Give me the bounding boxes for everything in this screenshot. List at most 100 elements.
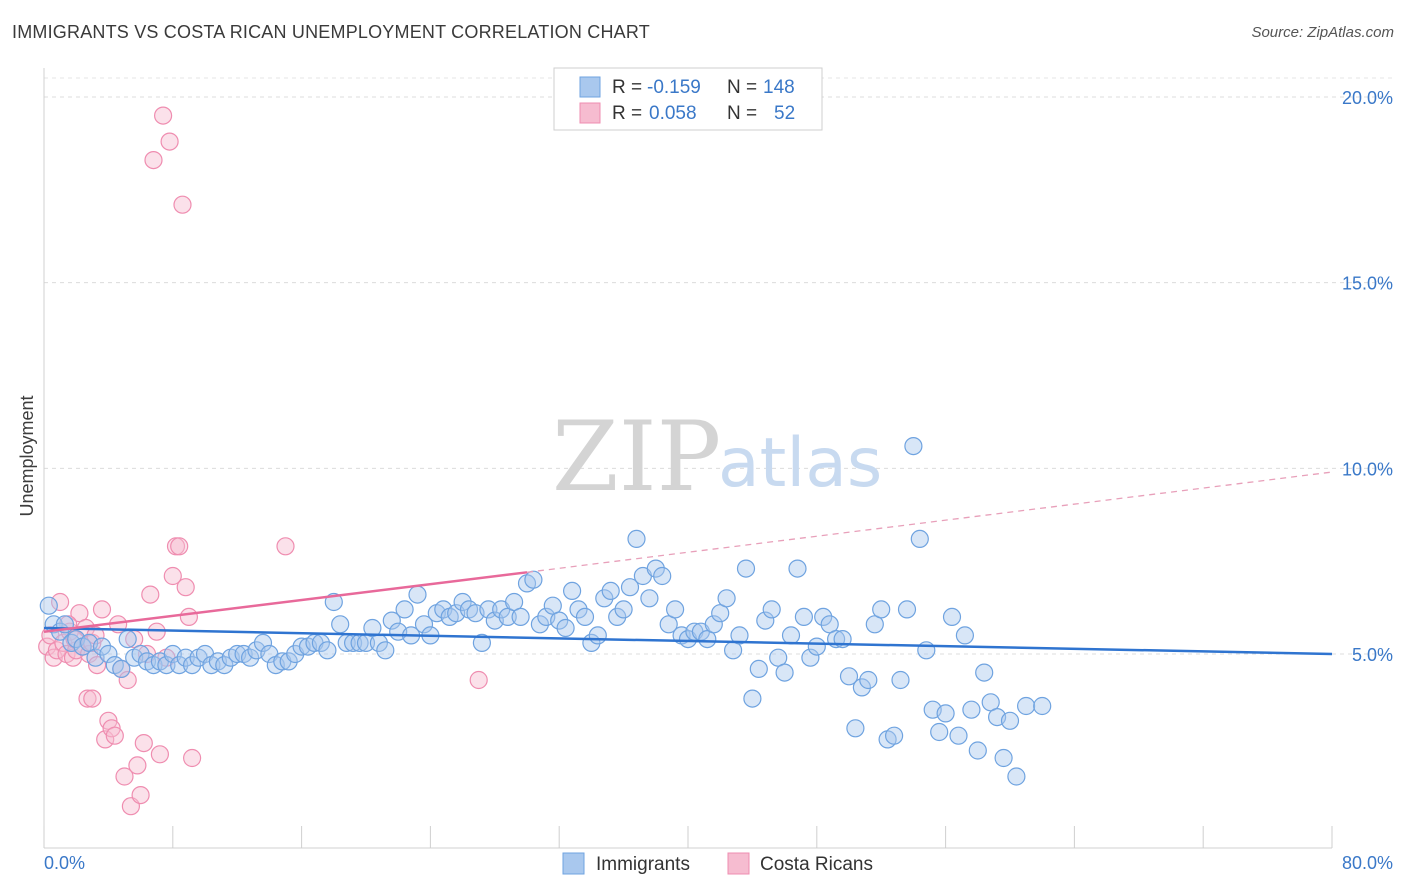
costa-ricans-point xyxy=(131,785,150,805)
immigrants-point xyxy=(962,700,981,719)
immigrants-point xyxy=(601,581,620,601)
immigrants-point xyxy=(157,655,176,675)
immigrants-point xyxy=(170,655,189,675)
immigrants-point xyxy=(414,615,434,634)
immigrants-point xyxy=(917,641,936,660)
costa-ricans-point xyxy=(115,767,134,786)
immigrants-point xyxy=(215,655,234,675)
costa-ricans-point xyxy=(154,106,173,125)
immigrants-point xyxy=(852,678,872,697)
costa-ricans-trend-line xyxy=(43,571,528,633)
immigrants-point xyxy=(614,600,633,619)
immigrants-point xyxy=(363,618,382,638)
immigrants-point xyxy=(504,592,524,612)
immigrants-point xyxy=(1033,696,1052,716)
costa-ricans-point xyxy=(147,622,166,641)
x-tick-label-min: 0.0% xyxy=(44,853,85,873)
y-tick-label: 10.0% xyxy=(1342,459,1393,479)
immigrants-point xyxy=(569,600,588,619)
immigrants-point xyxy=(479,600,498,619)
chart-title: IMMIGRANTS VS COSTA RICAN UNEMPLOYMENT C… xyxy=(12,22,650,42)
costa-ricans-point xyxy=(170,537,189,556)
immigrants-point xyxy=(704,615,723,634)
costa-ricans-point xyxy=(163,566,182,586)
legend-n-value-2: 52 xyxy=(774,103,795,124)
costa-ricans-points xyxy=(38,106,488,816)
immigrants-point xyxy=(910,529,929,549)
immigrants-point xyxy=(530,615,550,634)
immigrants-point xyxy=(382,611,401,630)
costa-ricans-point xyxy=(78,689,97,708)
series-legend: Immigrants Costa Ricans xyxy=(562,852,873,875)
immigrants-point xyxy=(955,626,975,645)
immigrants-point xyxy=(595,589,614,608)
costa-ricans-point xyxy=(144,151,163,170)
immigrants-point xyxy=(814,607,833,627)
immigrants-point xyxy=(884,726,904,745)
immigrants-point xyxy=(608,607,627,627)
y-tick-label: 20.0% xyxy=(1342,88,1393,108)
immigrants-point xyxy=(846,719,865,738)
immigrants-point xyxy=(511,607,530,627)
costa-ricans-point xyxy=(179,607,198,627)
immigrants-point xyxy=(775,663,794,682)
immigrants-point xyxy=(975,663,994,682)
immigrants-point xyxy=(891,670,910,690)
x-tick-label-max: 80.0% xyxy=(1342,853,1393,873)
immigrants-point xyxy=(524,570,543,589)
immigrants-point xyxy=(968,741,987,760)
bottom-legend-swatch-immigrants xyxy=(562,852,585,875)
immigrants-point xyxy=(839,667,859,686)
watermark-atlas: atlas xyxy=(718,424,882,503)
immigrants-point xyxy=(395,600,414,619)
immigrants-point xyxy=(756,611,775,630)
costa-ricans-point xyxy=(86,626,105,645)
immigrants-point xyxy=(241,648,260,667)
immigrants-point xyxy=(279,652,298,671)
immigrants-point xyxy=(562,581,582,601)
y-tick-label: 15.0% xyxy=(1342,274,1393,294)
immigrants-point xyxy=(743,689,762,708)
costa-ricans-point xyxy=(87,655,107,675)
costa-ricans-point xyxy=(134,733,153,753)
watermark-zip: ZIP xyxy=(552,401,721,513)
immigrants-point xyxy=(176,648,195,667)
legend-n-value-1: 148 xyxy=(763,77,795,98)
bottom-legend-immigrants: Immigrants xyxy=(596,854,690,875)
immigrants-point xyxy=(408,585,427,604)
immigrants-point xyxy=(183,655,202,675)
immigrants-point xyxy=(665,600,685,619)
immigrants-point xyxy=(253,633,273,653)
costa-ricans-point xyxy=(92,600,112,619)
costa-ricans-trend-extension xyxy=(526,471,1333,573)
legend-n-label-1: N = xyxy=(727,77,757,98)
legend-swatch-immigrants xyxy=(579,76,601,98)
costa-ricans-point xyxy=(469,670,488,690)
immigrants-point xyxy=(872,600,891,619)
costa-ricans-point xyxy=(50,592,70,612)
immigrants-point xyxy=(472,633,491,653)
y-tick-label: 5.0% xyxy=(1352,645,1393,665)
costa-ricans-point xyxy=(118,670,137,690)
immigrants-point xyxy=(736,559,756,578)
legend-r-value-2: 0.058 xyxy=(649,103,697,124)
bottom-legend-costa-ricans: Costa Ricans xyxy=(760,854,873,875)
y-tick-labels: 5.0% 10.0% 15.0% 20.0% xyxy=(1342,88,1393,665)
costa-ricans-point xyxy=(141,585,160,604)
costa-ricans-point xyxy=(83,689,102,708)
gridlines xyxy=(44,77,1393,655)
immigrants-point xyxy=(897,600,917,619)
costa-ricans-point xyxy=(128,756,147,775)
immigrants-point xyxy=(936,704,955,723)
immigrants-point xyxy=(575,607,595,627)
immigrants-point xyxy=(640,589,659,608)
costa-ricans-point xyxy=(173,195,192,214)
immigrants-point xyxy=(717,589,736,608)
costa-ricans-point xyxy=(160,132,179,151)
immigrants-point xyxy=(550,611,569,630)
immigrants-point xyxy=(627,529,646,549)
immigrants-point xyxy=(646,559,665,578)
chart-source: Source: ZipAtlas.com xyxy=(1251,24,1394,41)
costa-ricans-point xyxy=(276,537,295,556)
y-axis-label: Unemployment xyxy=(17,395,37,516)
